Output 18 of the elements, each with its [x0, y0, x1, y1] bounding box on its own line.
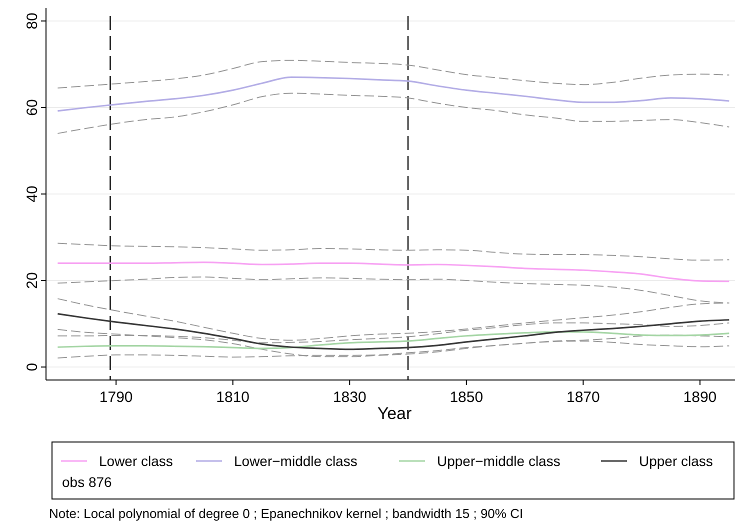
x-tick-label: 1810 — [216, 389, 250, 406]
x-tick-label: 1790 — [99, 389, 133, 406]
x-tick-label: 1870 — [566, 389, 600, 406]
x-tick-label: 1850 — [450, 389, 484, 406]
x-tick-label: 1830 — [332, 389, 366, 406]
legend-label: Lower class — [99, 453, 173, 469]
x-axis-title: Year — [377, 404, 412, 423]
legend-label: Lower−middle class — [234, 453, 358, 469]
y-tick-label: 20 — [24, 272, 41, 289]
y-tick-label: 80 — [24, 12, 41, 30]
y-tick-label: 40 — [24, 186, 41, 202]
legend-label: Upper class — [639, 453, 713, 469]
x-tick-label: 1890 — [683, 389, 717, 406]
legend-label: Upper−middle class — [437, 453, 560, 469]
y-tick-label: 60 — [24, 99, 41, 116]
text: obs 876 — [62, 474, 112, 490]
y-tick-label: 0 — [24, 362, 41, 372]
text: Note: Local polynomial of degree 0 ; Epanechnikov kernel ; bandwidth 15 ; 90% CI — [49, 506, 524, 521]
